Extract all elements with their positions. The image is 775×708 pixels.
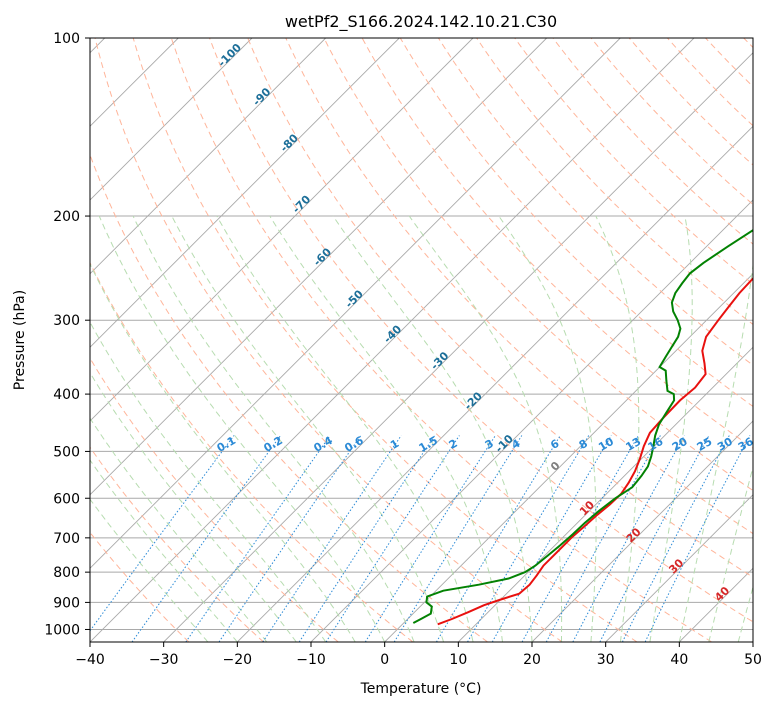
mixing-ratio-line [393, 435, 523, 642]
y-tick-label: 600 [53, 491, 80, 507]
moist-adiabat-line [498, 215, 597, 642]
dry-adiabat-line [209, 38, 753, 623]
y-tick-label: 700 [53, 531, 80, 547]
mixing-ratio-line [545, 435, 661, 642]
isotherm-line [236, 125, 753, 642]
x-tick-label: −10 [296, 652, 326, 668]
y-tick-label: 500 [53, 444, 80, 460]
mixing-ratio-line [599, 435, 710, 642]
moist-adiabat-line [408, 215, 563, 642]
mixing-ratio-line [644, 435, 751, 642]
mixing-ratio-line [435, 435, 561, 642]
moist-adiabat-line [90, 262, 356, 642]
moist-adiabat-line [98, 215, 386, 642]
y-tick-label: 800 [53, 565, 80, 581]
x-tick-label: 50 [744, 652, 762, 668]
temperature-profile-line [437, 276, 753, 626]
mixing-ratio-line [185, 435, 331, 642]
isotherm-line [90, 38, 621, 569]
y-tick-label: 100 [53, 31, 80, 47]
mixing-ratio-line [131, 435, 282, 642]
mixing-ratio-line [364, 435, 496, 642]
isotherm-line [531, 420, 753, 642]
dewpoint-profile-line [412, 228, 753, 624]
isotherm-line [384, 273, 753, 642]
mixing-ratio-line [467, 435, 590, 642]
dry-adiabat-line [285, 38, 753, 535]
moist-adiabat-line [216, 215, 474, 642]
moist-adiabat-line [90, 321, 327, 642]
mixing-ratio-line [90, 435, 235, 632]
dry-adiabat-line [476, 38, 753, 326]
isotherm-line [90, 38, 474, 422]
x-tick-label: 20 [523, 652, 541, 668]
dry-adiabat-line [94, 38, 563, 642]
dry-adiabat-line [170, 38, 712, 642]
moist-adiabat-line [678, 261, 753, 642]
x-tick-label: 0 [380, 652, 389, 668]
dry-adiabat-line [90, 446, 264, 642]
moist-adiabat-line [90, 498, 209, 642]
mixing-ratio-line [521, 435, 639, 642]
moist-adiabat-line [90, 459, 238, 642]
moist-adiabat-line [90, 417, 268, 642]
x-tick-label: −40 [75, 652, 105, 668]
x-tick-label: 40 [670, 652, 688, 668]
dry-adiabat-line [132, 38, 638, 642]
mixing-ratio-line [298, 435, 436, 642]
x-tick-label: 10 [449, 652, 467, 668]
moist-adiabat-line [132, 215, 415, 642]
isotherm-line [90, 38, 695, 642]
y-tick-label: 300 [53, 313, 80, 329]
moist-adiabat-line [332, 215, 533, 642]
x-tick-label: 30 [597, 652, 615, 668]
mixing-ratio-line [262, 435, 402, 642]
isotherm-line [90, 38, 327, 275]
moist-adiabat-line [595, 215, 640, 642]
y-tick-label: 400 [53, 387, 80, 403]
mixing-ratio-line [491, 435, 612, 642]
chart-title: wetPf2_S166.2024.142.10.21.C30 [285, 12, 557, 32]
y-tick-label: 200 [53, 209, 80, 225]
x-tick-label: −30 [149, 652, 179, 668]
x-tick-label: −20 [223, 652, 253, 668]
moist-adiabat-line [90, 371, 297, 642]
mixing-ratio-line [572, 435, 685, 642]
y-axis-label: Pressure (hPa) [12, 290, 28, 390]
isotherm-line [90, 38, 548, 496]
y-tick-label: 1000 [44, 622, 80, 638]
moist-adiabat-line [649, 215, 693, 642]
isotherm-line [605, 494, 753, 642]
x-axis-label: Temperature (°C) [360, 681, 482, 697]
moist-adiabat-line [171, 215, 445, 642]
dry-adiabat-line [247, 38, 753, 578]
mixing-ratio-label: 36 [736, 435, 756, 454]
dry-adiabat-line [90, 261, 414, 642]
mixing-ratio-line [325, 435, 460, 642]
dry-adiabat-line [323, 38, 753, 492]
isotherm-line [90, 38, 400, 348]
plot-frame [89, 37, 754, 643]
isotherm-line [90, 38, 253, 201]
y-tick-label: 900 [53, 595, 80, 611]
moist-adiabat-line [269, 215, 503, 642]
isotherm-line [163, 52, 753, 642]
